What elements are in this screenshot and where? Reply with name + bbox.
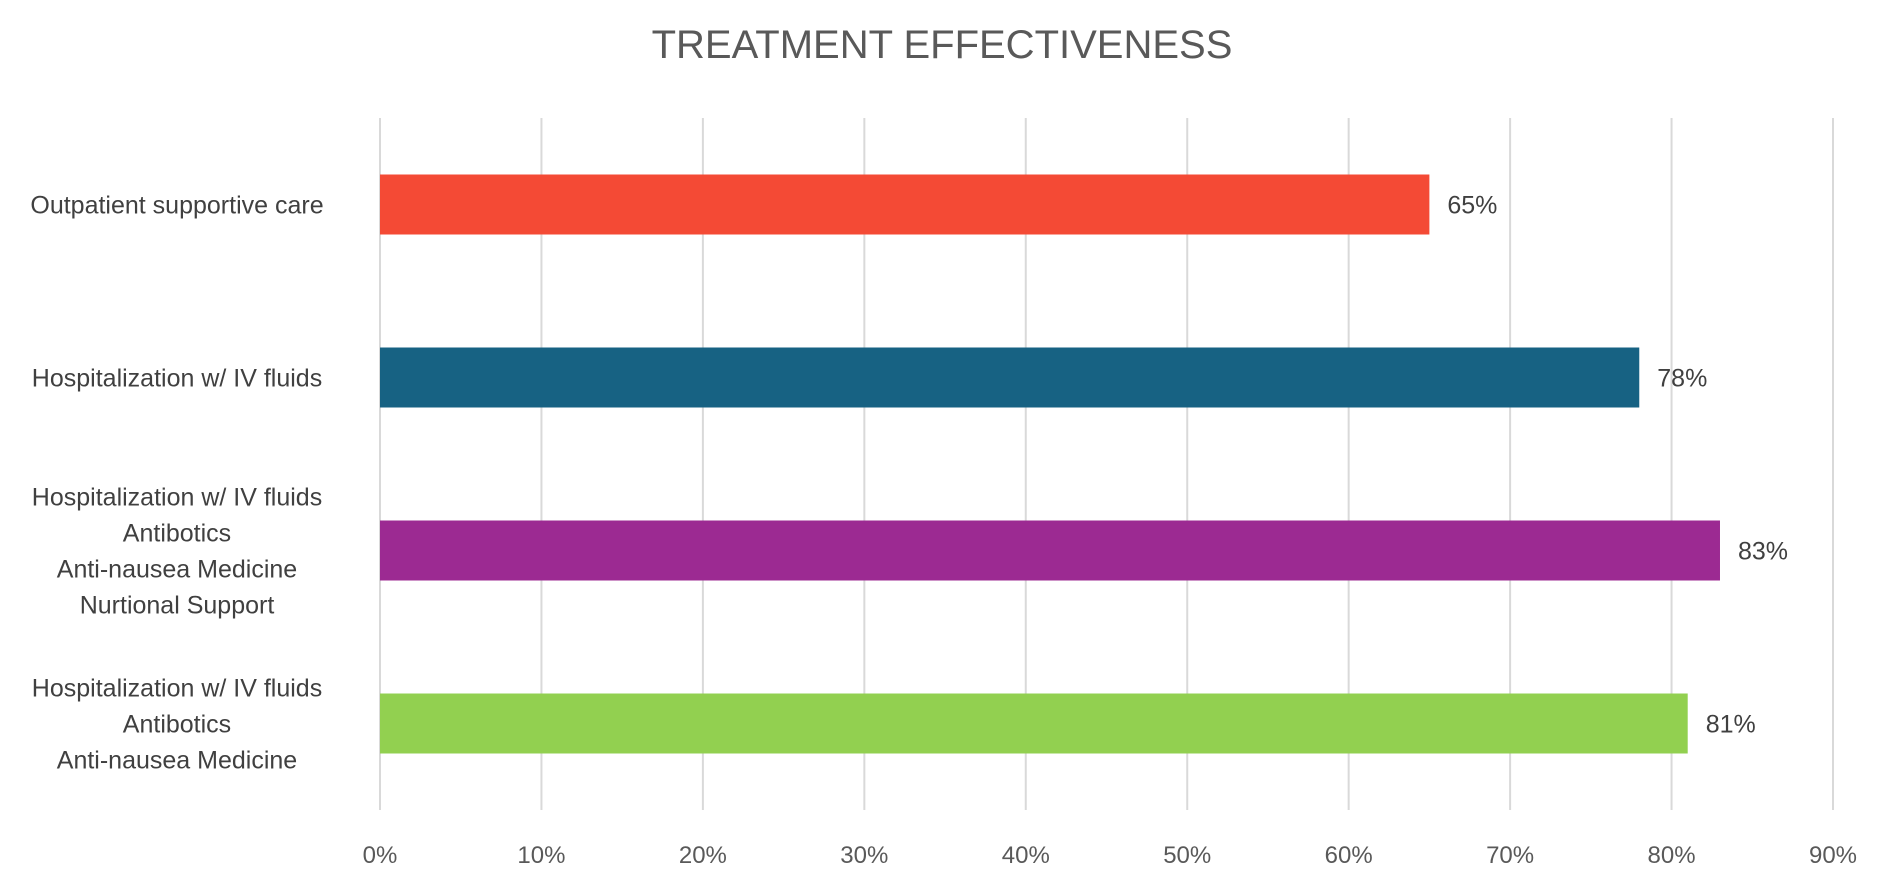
bar <box>380 347 1640 408</box>
bar <box>380 693 1688 754</box>
x-tick-label: 0% <box>363 842 398 869</box>
chart-title: TREATMENT EFFECTIVENESS <box>652 23 1233 67</box>
x-tick-label: 70% <box>1486 842 1534 869</box>
bars <box>380 174 1720 754</box>
x-tick-label: 50% <box>1163 842 1211 869</box>
bar <box>380 174 1430 235</box>
x-tick-label: 30% <box>840 842 888 869</box>
x-tick-label: 40% <box>1002 842 1050 869</box>
category-label: Anti-nausea Medicine <box>57 747 297 775</box>
data-label: 83% <box>1738 538 1788 566</box>
x-tick-label: 10% <box>517 842 565 869</box>
x-tick-label: 80% <box>1648 842 1696 869</box>
category-label: Antibotics <box>123 520 231 548</box>
category-label: Hospitalization w/ IV fluids <box>32 484 322 512</box>
x-tick-label: 60% <box>1325 842 1373 869</box>
x-tick-label: 20% <box>679 842 727 869</box>
category-label: Outpatient supportive care <box>30 192 323 220</box>
data-label: 81% <box>1706 711 1756 739</box>
x-tick-label: 90% <box>1809 842 1857 869</box>
data-label: 78% <box>1657 365 1707 393</box>
category-label: Antibotics <box>123 711 231 739</box>
category-label: Hospitalization w/ IV fluids <box>32 675 322 703</box>
data-label: 65% <box>1447 192 1497 220</box>
category-label: Hospitalization w/ IV fluids <box>32 365 322 393</box>
category-labels: Outpatient supportive care Hospitalizatio… <box>30 192 323 775</box>
data-labels: 65% 78% 83% 81% <box>1447 192 1788 739</box>
category-label: Anti-nausea Medicine <box>57 556 297 584</box>
bar <box>380 520 1720 581</box>
x-axis-tick-labels: 0% 10% 20% 30% 40% 50% 60% 70% 80% 90% <box>363 842 1857 869</box>
category-label: Nurtional Support <box>80 592 275 620</box>
